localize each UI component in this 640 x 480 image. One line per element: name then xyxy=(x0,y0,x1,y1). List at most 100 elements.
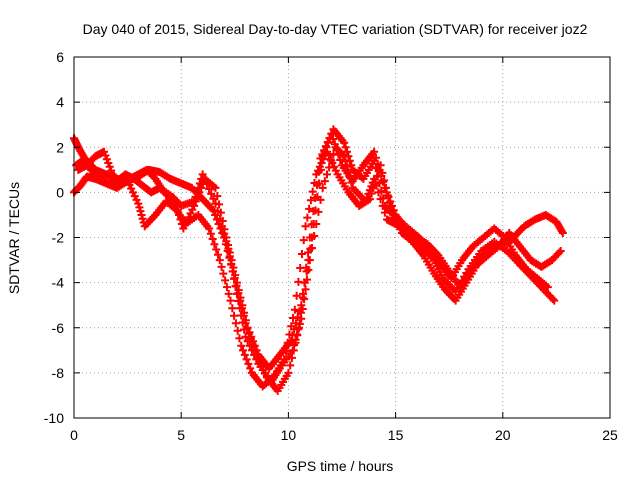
data-point xyxy=(296,263,305,272)
plot-frame xyxy=(73,56,611,419)
data-point xyxy=(172,201,181,210)
data-point xyxy=(375,179,384,188)
data-point xyxy=(373,171,382,180)
y-tick-label: -8 xyxy=(52,365,65,381)
data-point xyxy=(365,186,374,195)
data-point xyxy=(378,168,387,177)
data-point xyxy=(242,355,251,364)
data-point xyxy=(218,216,227,225)
data-point xyxy=(325,163,334,172)
data-point xyxy=(105,162,114,171)
data-point xyxy=(226,296,235,305)
data-point xyxy=(318,152,327,161)
data-point xyxy=(295,307,304,316)
data-point xyxy=(249,337,258,346)
data-point xyxy=(229,263,238,272)
data-point xyxy=(291,319,300,328)
data-point xyxy=(176,215,185,224)
data-point xyxy=(376,161,385,170)
data-point xyxy=(220,225,229,234)
data-point xyxy=(175,210,184,219)
data-point xyxy=(290,305,299,314)
data-point xyxy=(345,173,354,182)
data-point xyxy=(173,206,182,215)
y-tick-label: 4 xyxy=(56,94,64,110)
data-point xyxy=(345,156,354,165)
data-point xyxy=(240,350,249,359)
data-point xyxy=(309,219,318,228)
data-point xyxy=(380,176,389,185)
data-point xyxy=(556,247,565,256)
data-point xyxy=(243,323,252,332)
data-point xyxy=(379,194,388,203)
data-point xyxy=(311,206,320,215)
data-point xyxy=(247,332,256,341)
data-point xyxy=(286,361,295,370)
data-point xyxy=(170,197,179,206)
y-tick-label: -4 xyxy=(52,275,65,291)
data-point xyxy=(371,164,380,173)
y-tick-label: 0 xyxy=(56,184,64,200)
data-point xyxy=(233,326,242,335)
data-point xyxy=(543,283,552,292)
data-point xyxy=(237,341,246,350)
data-point xyxy=(238,301,247,310)
data-point xyxy=(303,213,312,222)
data-point xyxy=(224,289,233,298)
data-point xyxy=(221,276,230,285)
data-point xyxy=(214,250,223,259)
y-tick-label: -6 xyxy=(52,320,65,336)
data-point xyxy=(205,184,214,193)
data-point xyxy=(341,143,350,152)
data-point xyxy=(347,161,356,170)
data-point xyxy=(370,147,379,156)
data-point xyxy=(217,262,226,271)
y-tick-label: -10 xyxy=(44,410,64,426)
data-point xyxy=(306,196,315,205)
data-point xyxy=(370,156,379,165)
data-point xyxy=(558,228,567,237)
data-point xyxy=(377,186,386,195)
data-point xyxy=(344,152,353,161)
data-point xyxy=(381,183,390,192)
data-point xyxy=(232,278,241,287)
data-point xyxy=(364,189,373,198)
data-point xyxy=(302,267,311,276)
data-point xyxy=(210,240,219,249)
data-point xyxy=(205,224,214,233)
data-point xyxy=(286,337,295,346)
data-point xyxy=(363,193,372,202)
data-point xyxy=(215,200,224,209)
x-tick-label: 20 xyxy=(495,427,511,443)
data-point xyxy=(190,201,199,210)
data-point xyxy=(292,291,301,300)
data-point xyxy=(216,208,225,217)
y-tick-label: -2 xyxy=(52,230,65,246)
data-point xyxy=(315,179,324,188)
data-point xyxy=(198,170,207,179)
data-point xyxy=(305,204,314,213)
data-point xyxy=(219,269,228,278)
data-point xyxy=(197,183,206,192)
data-point xyxy=(306,244,315,253)
data-point xyxy=(135,203,144,212)
x-tick-label: 15 xyxy=(388,427,404,443)
data-point xyxy=(340,138,349,147)
data-point xyxy=(240,308,249,317)
data-point xyxy=(307,233,316,242)
series-track-4 xyxy=(74,125,552,373)
data-point xyxy=(299,236,308,245)
data-point xyxy=(299,289,308,298)
data-point xyxy=(347,178,356,187)
data-point xyxy=(107,166,116,175)
data-point xyxy=(313,192,322,201)
data-point xyxy=(211,183,220,192)
data-point xyxy=(244,359,253,368)
data-point xyxy=(288,331,297,340)
data-point xyxy=(300,295,309,304)
data-point xyxy=(301,285,310,294)
data-point xyxy=(555,248,564,257)
data-point xyxy=(361,197,370,206)
x-axis-label: GPS time / hours xyxy=(287,458,394,474)
